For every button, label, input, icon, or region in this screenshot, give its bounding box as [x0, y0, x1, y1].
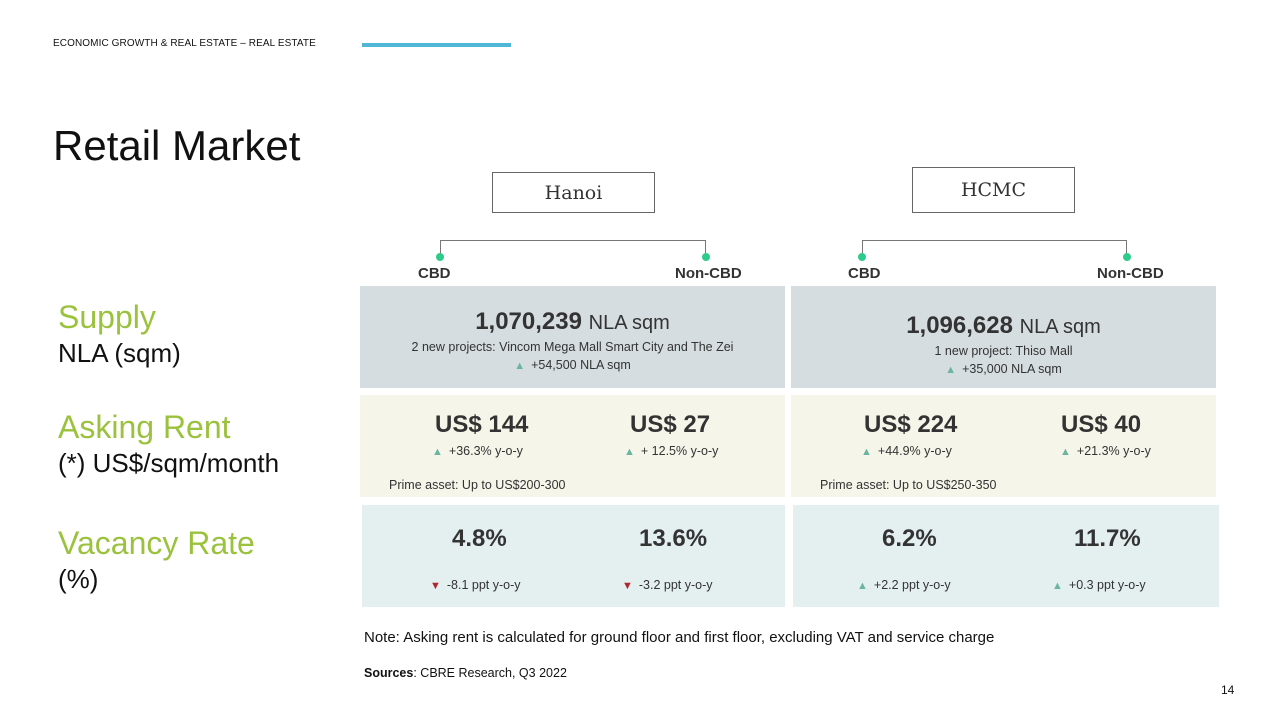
- hcmc-rent-noncbd: US$ 40: [1061, 411, 1142, 438]
- up-triangle-icon: ▲: [432, 446, 443, 458]
- hanoi-noncbd-dot: [702, 253, 710, 261]
- rent-unit: (*) US$/sqm/month: [58, 448, 280, 478]
- hanoi-rent-prime: Prime asset: Up to US$200-300: [389, 478, 566, 492]
- hcmc-cbd-dot: [858, 253, 866, 261]
- hcmc-supply-detail: 1 new project: Thiso Mall: [934, 344, 1073, 358]
- row-label-rent: Asking Rent (*) US$/sqm/month: [58, 408, 279, 480]
- hcmc-rent-noncbd-change-line: ▲ +21.3% y-o-y: [1060, 444, 1151, 458]
- hcmc-branch-noncbd: Non-CBD: [1097, 265, 1164, 282]
- hanoi-supply-panel: 1,070,239 NLA sqm 2 new projects: Vincom…: [360, 286, 785, 388]
- hanoi-supply-detail: 2 new projects: Vincom Mega Mall Smart C…: [411, 340, 734, 354]
- hanoi-rent-panel: US$ 144 ▲ +36.3% y-o-y US$ 27 ▲ + 12.5% y-…: [360, 395, 785, 497]
- hcmc-vacancy-panel: 6.2% ▲ +2.2 ppt y-o-y 11.7% ▲ +0.3 ppt y-o…: [793, 505, 1219, 607]
- row-label-supply: Supply NLA (sqm): [58, 298, 181, 370]
- footnote: Note: Asking rent is calculated for grou…: [364, 629, 995, 646]
- hcmc-rent-panel: US$ 224 ▲ +44.9% y-o-y US$ 40 ▲ +21.3% y-o…: [791, 395, 1216, 497]
- supply-label: Supply: [58, 299, 156, 335]
- hcmc-branch-cbd: CBD: [848, 265, 881, 282]
- hcmc-vacancy-cbd-change-line: ▲ +2.2 ppt y-o-y: [857, 578, 951, 592]
- hanoi-vacancy-panel: 4.8% ▼ -8.1 ppt y-o-y 13.6% ▼ -3.2 ppt y-o…: [362, 505, 785, 607]
- sources-line: Sources: CBRE Research, Q3 2022: [364, 666, 567, 680]
- sources-text: : CBRE Research, Q3 2022: [413, 666, 567, 680]
- up-triangle-icon: ▲: [945, 364, 957, 376]
- section-header: ECONOMIC GROWTH & REAL ESTATE – REAL EST…: [53, 38, 316, 49]
- up-triangle-icon: ▲: [857, 580, 868, 592]
- hanoi-vacancy-cbd-change-line: ▼ -8.1 ppt y-o-y: [430, 578, 521, 592]
- hanoi-supply-change-line: ▲ +54,500 NLA sqm: [360, 358, 785, 372]
- hanoi-cbd-dot: [436, 253, 444, 261]
- hanoi-vacancy-noncbd-change: -3.2 ppt y-o-y: [638, 578, 713, 592]
- hanoi-branch-cbd: CBD: [418, 265, 451, 282]
- hcmc-vacancy-noncbd-change-line: ▲ +0.3 ppt y-o-y: [1052, 578, 1146, 592]
- hanoi-connector: [440, 240, 706, 256]
- hcmc-supply-change: +35,000 NLA sqm: [962, 362, 1062, 376]
- hcmc-connector: [862, 240, 1127, 256]
- hcmc-supply-panel: 1,096,628 NLA sqm 1 new project: Thiso M…: [791, 286, 1216, 388]
- rent-label: Asking Rent: [58, 409, 231, 445]
- hcmc-supply-change-line: ▲ +35,000 NLA sqm: [791, 362, 1216, 376]
- hcmc-vacancy-noncbd: 11.7%: [1074, 525, 1141, 552]
- down-triangle-icon: ▼: [430, 580, 441, 592]
- hanoi-vacancy-noncbd-change-line: ▼ -3.2 ppt y-o-y: [622, 578, 713, 592]
- hcmc-supply-figure: 1,096,628 NLA sqm: [791, 312, 1216, 340]
- hcmc-rent-prime: Prime asset: Up to US$250-350: [820, 478, 997, 492]
- hanoi-rent-noncbd-change-line: ▲ + 12.5% y-o-y: [624, 444, 718, 458]
- hanoi-rent-noncbd-change: + 12.5% y-o-y: [640, 444, 719, 458]
- hcmc-supply-unit: NLA sqm: [1019, 316, 1101, 338]
- hanoi-branch-noncbd: Non-CBD: [675, 265, 742, 282]
- hanoi-rent-cbd-change-line: ▲ +36.3% y-o-y: [432, 444, 523, 458]
- page-title: Retail Market: [53, 122, 301, 169]
- hanoi-rent-cbd: US$ 144: [435, 411, 529, 438]
- hanoi-vacancy-noncbd: 13.6%: [639, 525, 708, 552]
- header-accent-rule: [362, 43, 511, 47]
- city-box-hanoi: Hanoi: [492, 172, 655, 213]
- city-box-hcmc: HCMC: [912, 167, 1075, 213]
- row-label-vacancy: Vacancy Rate (%): [58, 524, 255, 596]
- sources-label: Sources: [364, 666, 414, 680]
- up-triangle-icon: ▲: [624, 446, 635, 458]
- hanoi-supply-unit: NLA sqm: [588, 312, 670, 334]
- hcmc-supply-value: 1,096,628: [906, 312, 1013, 339]
- hcmc-vacancy-noncbd-change: +0.3 ppt y-o-y: [1068, 578, 1146, 592]
- up-triangle-icon: ▲: [1060, 446, 1071, 458]
- hcmc-rent-cbd-change: +44.9% y-o-y: [877, 444, 952, 458]
- hanoi-rent-cbd-change: +36.3% y-o-y: [448, 444, 523, 458]
- hanoi-supply-figure: 1,070,239 NLA sqm: [360, 308, 785, 336]
- up-triangle-icon: ▲: [861, 446, 872, 458]
- hanoi-vacancy-cbd: 4.8%: [452, 525, 507, 552]
- hanoi-supply-value: 1,070,239: [475, 308, 582, 335]
- vacancy-unit: (%): [58, 564, 99, 594]
- vacancy-label: Vacancy Rate: [58, 525, 255, 561]
- page-number: 14: [1221, 683, 1235, 697]
- hcmc-vacancy-cbd: 6.2%: [882, 525, 937, 552]
- up-triangle-icon: ▲: [514, 360, 526, 372]
- hcmc-vacancy-cbd-change: +2.2 ppt y-o-y: [873, 578, 951, 592]
- hcmc-noncbd-dot: [1123, 253, 1131, 261]
- hcmc-rent-cbd: US$ 224: [864, 411, 958, 438]
- hanoi-vacancy-cbd-change: -8.1 ppt y-o-y: [446, 578, 521, 592]
- hcmc-rent-cbd-change-line: ▲ +44.9% y-o-y: [861, 444, 952, 458]
- hanoi-rent-noncbd: US$ 27: [630, 411, 711, 438]
- hanoi-supply-change: +54,500 NLA sqm: [531, 358, 631, 372]
- supply-unit: NLA (sqm): [58, 338, 181, 368]
- up-triangle-icon: ▲: [1052, 580, 1063, 592]
- down-triangle-icon: ▼: [622, 580, 633, 592]
- hcmc-rent-noncbd-change: +21.3% y-o-y: [1076, 444, 1151, 458]
